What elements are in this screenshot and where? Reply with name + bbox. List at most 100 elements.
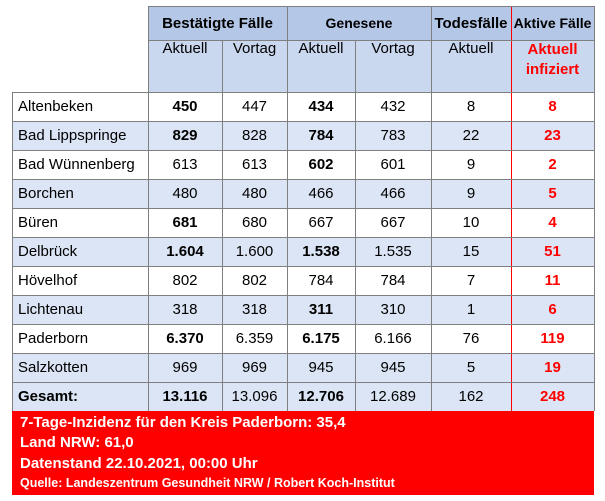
footer-incidence-district: 7-Tage-Inzidenz für den Kreis Paderborn:… — [20, 414, 346, 431]
cell-active: 5 — [548, 185, 557, 202]
cell-deaths: 5 — [466, 359, 476, 376]
cell-conf-prev: 447 — [241, 98, 268, 115]
cell-conf-prev: 6.359 — [235, 330, 274, 347]
total-cell-conf: 13.116 — [162, 388, 208, 405]
incidence-footer: 7-Tage-Inzidenz für den Kreis Paderborn:… — [12, 411, 594, 495]
table-row — [12, 121, 594, 150]
cell-deaths: 22 — [462, 127, 480, 144]
grid-line — [12, 382, 594, 383]
subheader-recovered-current: Aktuell — [298, 40, 344, 57]
cell-conf-prev: 318 — [241, 301, 268, 318]
municipality-name: Bad Lippspringe — [18, 127, 127, 144]
grid-line — [12, 179, 594, 180]
cell-conf: 681 — [172, 214, 198, 231]
grid-line — [12, 237, 594, 238]
header-recovered: Genesene — [325, 15, 393, 31]
table-row — [12, 237, 594, 266]
cell-rec-prev: 945 — [380, 359, 406, 376]
cell-rec-prev: 601 — [380, 156, 406, 173]
header-group-band — [148, 6, 594, 40]
cell-deaths: 7 — [466, 272, 476, 289]
cell-conf-prev: 613 — [241, 156, 268, 173]
cell-rec: 602 — [308, 156, 334, 173]
cell-rec-prev: 1.535 — [374, 243, 412, 260]
cell-active: 8 — [548, 98, 557, 115]
cell-deaths: 76 — [462, 330, 480, 347]
footer-incidence-nrw: Land NRW: 61,0 — [20, 434, 134, 451]
total-cell-conf-prev: 13.096 — [231, 388, 278, 405]
cell-conf: 6.370 — [166, 330, 204, 347]
municipality-name: Bad Wünnenberg — [18, 156, 135, 173]
total-cell-deaths: 162 — [458, 388, 484, 405]
grid-line — [594, 6, 595, 411]
municipality-name: Büren — [18, 214, 59, 231]
cell-conf: 318 — [172, 301, 198, 318]
table-row — [12, 179, 594, 208]
grid-line — [12, 295, 594, 296]
cell-conf: 802 — [172, 272, 198, 289]
cell-conf-prev: 969 — [241, 359, 268, 376]
grid-line — [355, 40, 356, 411]
cell-rec-prev: 466 — [380, 185, 406, 202]
cell-active: 6 — [548, 301, 557, 318]
cell-conf: 1.604 — [166, 243, 204, 260]
subheader-recovered-previous: Vortag — [371, 40, 415, 57]
cell-deaths: 1 — [466, 301, 476, 318]
cell-deaths: 10 — [462, 214, 480, 231]
municipality-name: Salzkotten — [18, 359, 89, 376]
cell-rec-prev: 783 — [380, 127, 406, 144]
table-row — [12, 266, 594, 295]
cell-rec: 311 — [308, 301, 334, 318]
cell-rec: 434 — [308, 98, 334, 115]
cell-conf: 969 — [172, 359, 198, 376]
cell-active: 23 — [544, 127, 561, 144]
grid-line — [12, 266, 594, 267]
cell-rec-prev: 667 — [380, 214, 406, 231]
cell-conf: 480 — [172, 185, 198, 202]
header-confirmed-cases: Bestätigte Fälle — [162, 14, 273, 32]
cell-conf-prev: 480 — [241, 185, 268, 202]
table-row — [12, 208, 594, 237]
subheader-confirmed-previous: Vortag — [232, 40, 277, 57]
grid-line — [222, 40, 223, 411]
total-cell-rec: 12.706 — [298, 388, 344, 405]
cell-rec-prev: 6.166 — [374, 330, 412, 347]
cell-rec-prev: 310 — [380, 301, 406, 318]
table-row — [12, 295, 594, 324]
table-row — [12, 324, 594, 353]
grid-line — [148, 40, 594, 41]
subheader-active-current: Aktuell infiziert — [525, 41, 580, 78]
cell-conf-prev: 828 — [241, 127, 268, 144]
grid-line — [148, 6, 594, 7]
cell-rec-prev: 784 — [380, 272, 406, 289]
municipality-name: Borchen — [18, 185, 74, 202]
cell-rec: 1.538 — [302, 243, 340, 260]
subheader-confirmed-current: Aktuell — [162, 40, 208, 57]
municipality-name: Lichtenau — [18, 301, 84, 318]
table-row — [12, 150, 594, 179]
grid-line — [12, 150, 594, 151]
cell-active: 19 — [544, 359, 561, 376]
cell-deaths: 9 — [466, 185, 476, 202]
grid-line — [12, 92, 13, 411]
cell-deaths: 8 — [466, 98, 476, 115]
cell-rec: 466 — [308, 185, 334, 202]
municipality-name: Altenbeken — [18, 98, 94, 115]
cell-active: 2 — [548, 156, 557, 173]
cell-conf: 613 — [172, 156, 198, 173]
cell-conf-prev: 802 — [241, 272, 268, 289]
cell-conf-prev: 1.600 — [235, 243, 274, 260]
grid-line — [12, 324, 594, 325]
total-row — [12, 382, 594, 411]
footer-source: Quelle: Landeszentrum Gesundheit NRW / R… — [20, 476, 395, 490]
header-deaths: Todesfälle — [434, 14, 508, 32]
total-label: Gesamt: — [18, 388, 79, 405]
subheader-deaths-current: Aktuell — [448, 40, 494, 57]
footer-data-date: Datenstand 22.10.2021, 00:00 Uhr — [20, 455, 258, 472]
municipality-name: Hövelhof — [18, 272, 78, 289]
cell-rec: 784 — [308, 127, 334, 144]
table-row — [12, 92, 594, 121]
cell-rec: 6.175 — [302, 330, 340, 347]
grid-line — [12, 208, 594, 209]
grid-line — [12, 92, 594, 93]
